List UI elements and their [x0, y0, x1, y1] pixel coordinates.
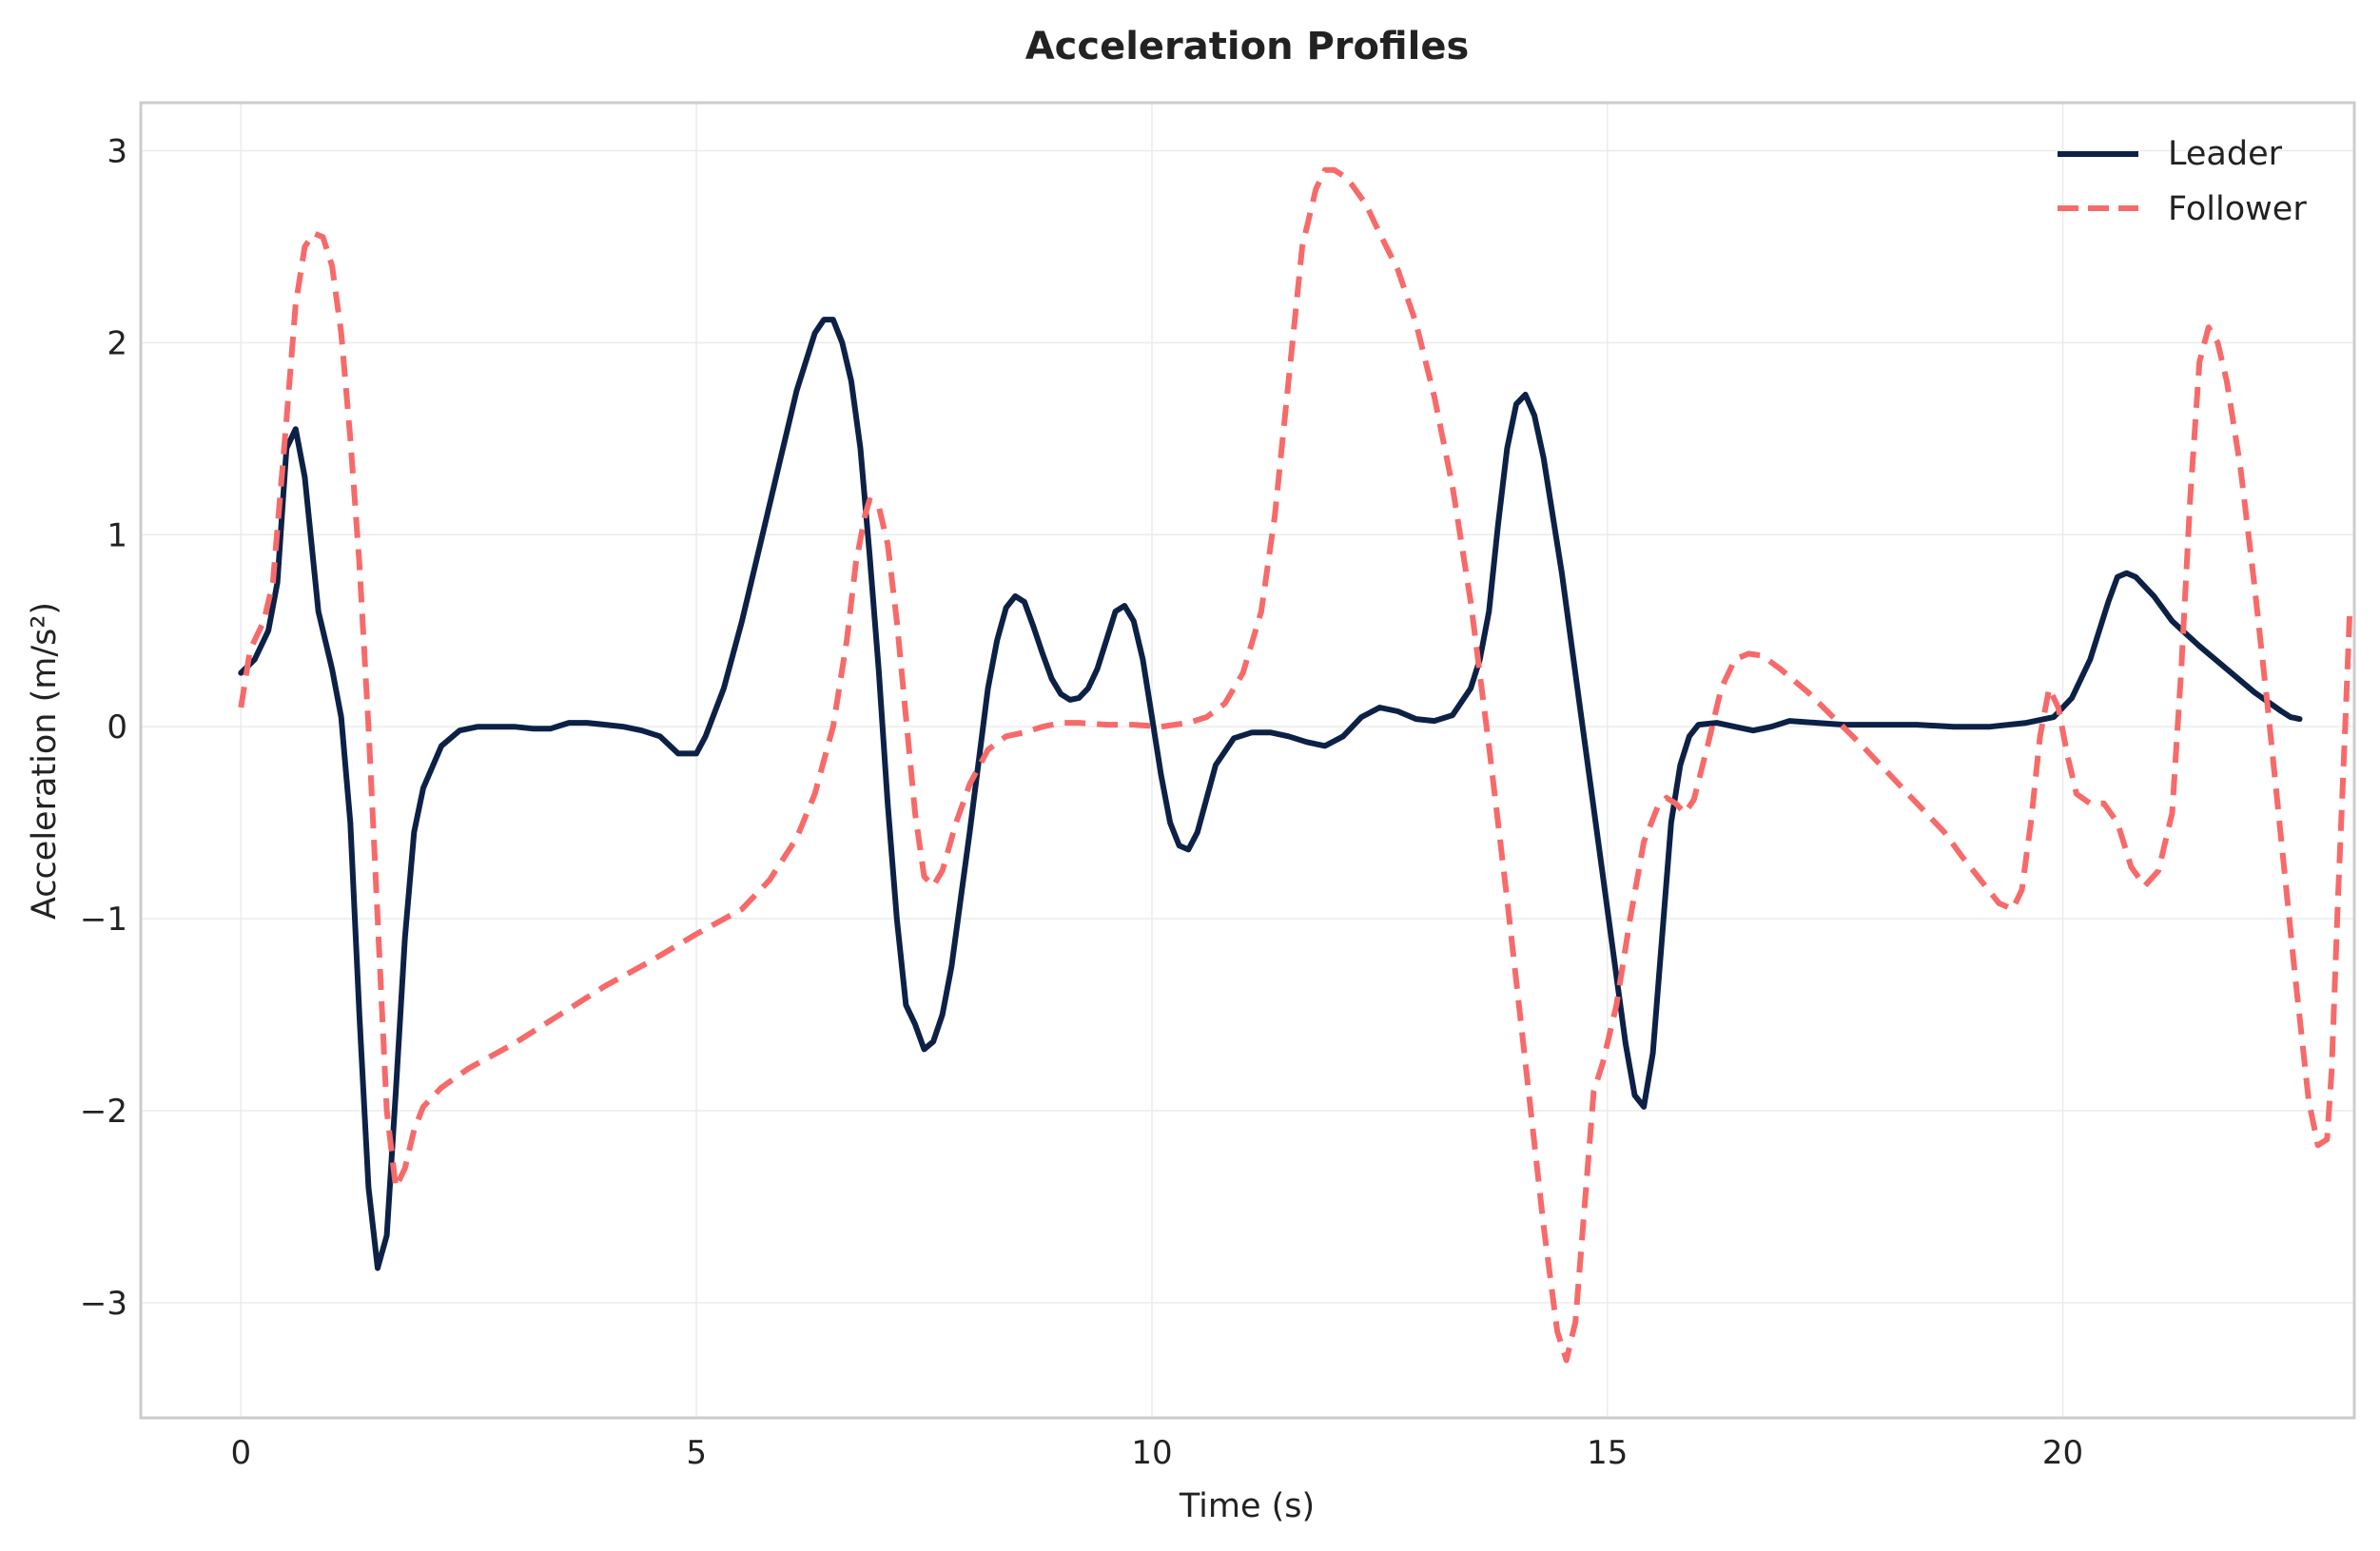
x-tick-label: 15: [1587, 1434, 1628, 1472]
x-axis-label: Time (s): [1179, 1487, 1315, 1525]
plot-frame: [139, 101, 2356, 1420]
x-axis-ticks: 0 5 10 15 20: [231, 1434, 2084, 1472]
y-tick-label: 3: [107, 132, 127, 170]
series-line-follower: [238, 166, 2353, 1364]
x-tick-label: 5: [686, 1434, 707, 1472]
legend-label-leader: Leader: [2168, 135, 2283, 173]
x-tick-label: 0: [231, 1434, 252, 1472]
legend-label-follower: Follower: [2168, 190, 2307, 228]
y-tick-label: −3: [80, 1285, 127, 1323]
series-line-leader: [238, 317, 2303, 1271]
y-tick-label: 0: [107, 708, 127, 746]
series-layer: [238, 166, 2353, 1364]
y-tick-label: 2: [107, 324, 127, 362]
y-axis-ticks: 3 2 1 0 −1 −2 −3: [80, 132, 127, 1322]
grid: [141, 103, 2354, 1418]
x-tick-label: 20: [2042, 1434, 2083, 1472]
y-tick-label: −1: [80, 901, 127, 939]
y-tick-label: −2: [80, 1093, 127, 1131]
y-axis-label: Acceleration (m/s²): [26, 602, 64, 920]
legend: Leader Follower: [2058, 135, 2307, 228]
x-tick-label: 10: [1131, 1434, 1172, 1472]
y-tick-label: 1: [107, 516, 127, 554]
chart-title: Acceleration Profiles: [1025, 25, 1470, 68]
